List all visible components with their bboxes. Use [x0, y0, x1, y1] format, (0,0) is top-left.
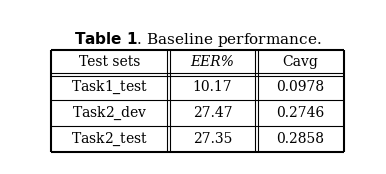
Text: Task2$\_$test: Task2$\_$test	[71, 130, 149, 148]
Text: 10.17: 10.17	[193, 80, 232, 94]
Text: Cavg: Cavg	[283, 55, 318, 69]
Text: Task2$\_$dev: Task2$\_$dev	[72, 105, 148, 122]
Text: 0.0978: 0.0978	[276, 80, 325, 94]
Text: Test sets: Test sets	[79, 55, 141, 69]
Text: 27.47: 27.47	[193, 106, 232, 120]
Text: 0.2746: 0.2746	[276, 106, 325, 120]
Text: Task1$\_$test: Task1$\_$test	[71, 79, 149, 96]
Text: EER%: EER%	[191, 55, 234, 69]
Text: 27.35: 27.35	[193, 132, 232, 146]
Text: $\mathbf{Table\ 1}$. Baseline performance.: $\mathbf{Table\ 1}$. Baseline performanc…	[74, 30, 322, 49]
Text: 0.2858: 0.2858	[276, 132, 325, 146]
